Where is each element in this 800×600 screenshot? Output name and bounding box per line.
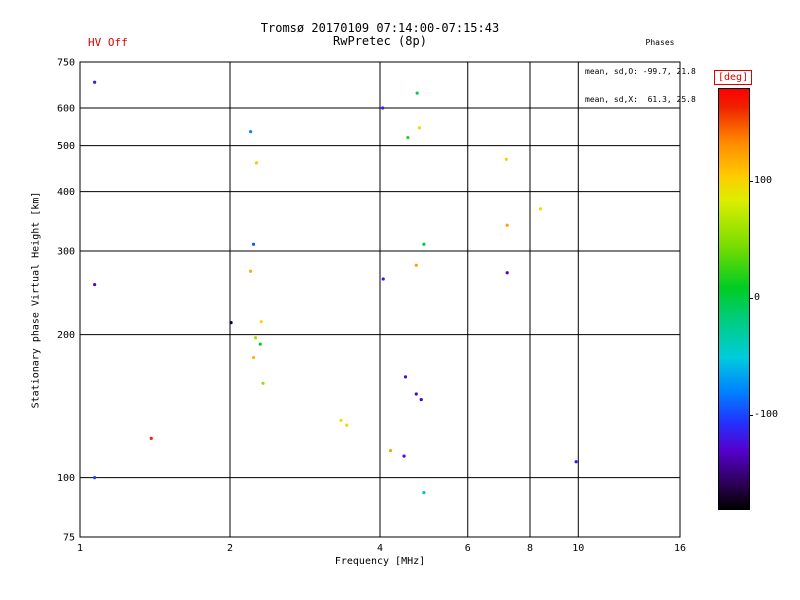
y-tick-label: 300 — [57, 247, 75, 258]
data-point — [345, 423, 349, 427]
data-point — [251, 355, 256, 360]
y-tick-label: 200 — [57, 330, 75, 341]
data-point — [229, 321, 233, 325]
colorbar-tick-label: 100 — [754, 175, 773, 187]
x-tick-label: 16 — [674, 543, 686, 554]
data-point — [422, 491, 426, 495]
hv-status-label: HV Off — [88, 36, 128, 49]
data-point — [406, 135, 410, 140]
plot-frame — [79, 61, 681, 538]
data-point — [258, 342, 262, 346]
phases-stats-o-mode: mean, sd,O: -99.7, 21.8 — [585, 66, 696, 76]
data-point — [93, 282, 97, 287]
colorbar-tick-mark — [749, 181, 753, 183]
data-point — [505, 223, 509, 227]
x-tick-label: 6 — [465, 543, 471, 554]
data-point — [149, 436, 153, 440]
data-point — [254, 161, 259, 165]
x-tick-label: 10 — [572, 543, 584, 554]
data-point — [422, 242, 426, 246]
colorbar — [718, 88, 750, 510]
data-point — [381, 106, 385, 110]
x-tick-label: 4 — [377, 543, 383, 554]
phases-stats: Phases mean, sd,O: -99.7, 21.8 mean, sd,… — [585, 19, 735, 124]
data-point — [339, 418, 343, 422]
data-point — [388, 449, 393, 453]
data-point — [419, 397, 423, 402]
data-point — [504, 157, 508, 161]
data-point — [249, 269, 253, 273]
data-point — [402, 454, 406, 458]
data-point — [249, 130, 253, 134]
data-point — [414, 392, 418, 396]
colorbar-units-label: [deg] — [714, 70, 753, 85]
data-point — [403, 375, 408, 379]
data-point — [253, 336, 258, 340]
x-tick-label: 8 — [527, 543, 533, 554]
phases-stats-title: Phases — [645, 38, 675, 47]
data-point — [415, 91, 419, 95]
data-point — [417, 126, 422, 130]
phases-stats-x-mode: mean, sd,X: 61.3, 25.8 — [585, 95, 696, 104]
data-point — [261, 381, 265, 385]
chart-title-line2: RwPretec (8p) — [333, 34, 427, 48]
y-tick-label: 400 — [57, 187, 75, 198]
x-tick-label: 2 — [227, 543, 233, 554]
y-tick-label: 75 — [63, 533, 75, 544]
colorbar-tick-mark — [749, 298, 753, 299]
chart-title: Tromsø 20170109 07:14:00-07:15:43 RwPret… — [80, 22, 680, 48]
data-point — [93, 80, 97, 84]
chart-title-line1: Tromsø 20170109 07:14:00-07:15:43 — [260, 21, 500, 35]
data-point — [381, 277, 385, 281]
data-point — [251, 242, 256, 246]
y-tick-label: 500 — [57, 141, 75, 152]
y-tick-label: 100 — [57, 473, 75, 484]
x-axis-label: Frequency [MHz] — [334, 556, 426, 567]
data-point — [259, 320, 263, 324]
x-tick-label: 1 — [77, 543, 83, 554]
colorbar-tick-label: 0 — [754, 292, 761, 303]
data-point — [538, 207, 543, 211]
data-point — [574, 460, 578, 464]
colorbar-tick-mark — [749, 414, 753, 416]
y-tick-label: 750 — [57, 58, 75, 69]
data-point — [93, 476, 97, 480]
data-point — [505, 271, 509, 275]
data-point — [414, 263, 418, 267]
colorbar-tick-label: -100 — [754, 408, 779, 420]
y-tick-label: 600 — [57, 104, 75, 115]
